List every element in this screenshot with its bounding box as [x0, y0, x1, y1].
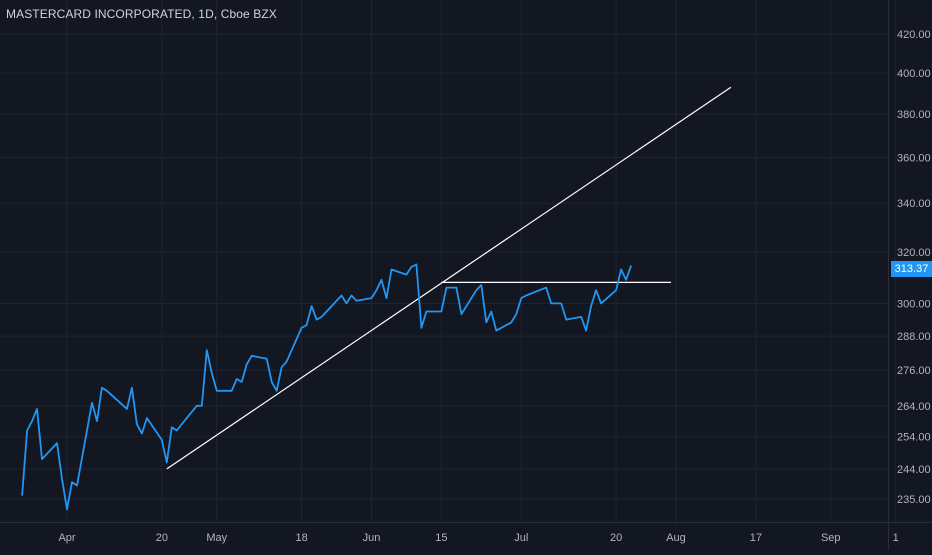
y-tick-label: 276.00 — [897, 365, 931, 377]
trendline[interactable] — [166, 86, 732, 470]
y-tick-label: 400.00 — [897, 68, 931, 80]
x-tick-label: 1 — [893, 532, 899, 544]
drawings[interactable] — [166, 86, 732, 470]
x-tick-label: 20 — [156, 532, 168, 544]
x-tick-label: Jul — [514, 532, 528, 544]
price-series — [21, 263, 632, 511]
x-tick-label: 17 — [750, 532, 762, 544]
x-tick-label: Sep — [821, 532, 841, 544]
y-tick-label: 235.00 — [897, 494, 931, 506]
y-tick-label: 420.00 — [897, 29, 931, 41]
x-tick-label: Aug — [666, 532, 686, 544]
x-tick-label: 20 — [610, 532, 622, 544]
y-tick-label: 360.00 — [897, 152, 931, 164]
y-tick-label: 300.00 — [897, 298, 931, 310]
y-tick-label: 288.00 — [897, 331, 931, 343]
x-tick-label: Apr — [58, 532, 75, 544]
gridlines — [0, 0, 897, 522]
x-tick-label: 18 — [295, 532, 307, 544]
chart-title: MASTERCARD INCORPORATED, 1D, Cboe BZX — [6, 7, 277, 21]
price-line — [21, 263, 632, 511]
x-tick-label: 15 — [435, 532, 447, 544]
y-tick-label: 264.00 — [897, 401, 931, 413]
y-tick-label: 320.00 — [897, 247, 931, 259]
y-tick-label: 244.00 — [897, 464, 931, 476]
last-price-badge: 313.37 — [891, 260, 932, 277]
price-axis[interactable]: 420.00 400.00 380.00 360.00 340.00 320.00 300.… — [888, 0, 931, 550]
y-tick-label: 254.00 — [897, 432, 931, 444]
y-tick-label: 340.00 — [897, 198, 931, 210]
x-tick-label: Jun — [363, 532, 381, 544]
x-tick-label: May — [206, 532, 227, 544]
time-axis[interactable]: Apr 20 May 18 Jun 15 Jul 20 Aug 17 Sep 1 — [0, 522, 932, 545]
y-tick-label: 380.00 — [897, 109, 931, 121]
